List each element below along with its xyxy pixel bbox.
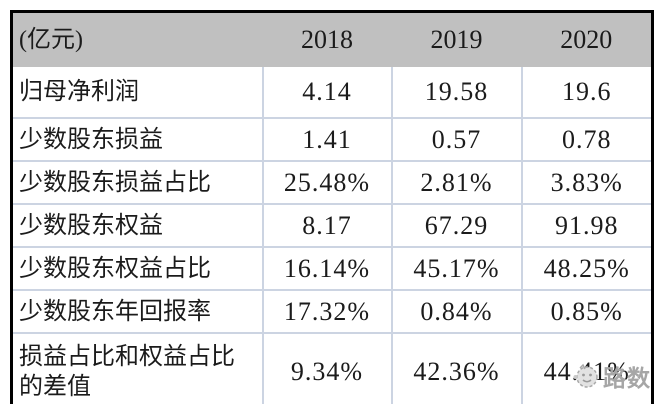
- value-cell: 3.83%: [520, 160, 653, 204]
- value-cell: 0.78: [520, 117, 653, 161]
- value-cell: 1.41: [261, 117, 392, 161]
- unit-header-cell: (亿元): [11, 11, 263, 67]
- value-cell: 91.98: [520, 203, 653, 247]
- table-row: 少数股东年回报率 17.32% 0.84% 0.85%: [11, 289, 653, 333]
- value-cell: 19.6: [520, 67, 653, 118]
- year-header-2020: 2020: [521, 11, 653, 67]
- value-cell: 0.84%: [390, 289, 522, 333]
- value-cell: 4.14: [261, 67, 392, 118]
- value-cell: 19.58: [390, 67, 522, 118]
- year-header-2018: 2018: [262, 11, 392, 67]
- mascot-face-icon: [573, 363, 598, 388]
- row-label: 少数股东权益: [11, 203, 263, 247]
- table-row: 少数股东损益 1.41 0.57 0.78: [11, 117, 653, 161]
- row-label: 少数股东年回报率: [11, 289, 263, 333]
- table-row: 归母净利润 4.14 19.58 19.6: [12, 67, 653, 118]
- value-cell: 9.34%: [261, 332, 392, 404]
- value-cell: 17.32%: [261, 289, 392, 333]
- value-cell: 48.25%: [520, 246, 653, 290]
- value-cell: 8.17: [261, 203, 392, 247]
- value-cell: 67.29: [390, 203, 522, 247]
- value-cell: 45.17%: [390, 246, 522, 290]
- watermark: 路数: [572, 359, 651, 393]
- row-label: 少数股东权益占比: [11, 246, 263, 290]
- value-cell: 0.85%: [520, 289, 653, 333]
- row-label: 少数股东损益: [11, 117, 263, 161]
- row-label: 归母净利润: [19, 79, 139, 105]
- value-cell: 0.57: [390, 117, 522, 161]
- row-label: 少数股东损益占比: [11, 160, 263, 204]
- watermark-text: 路数: [603, 366, 651, 391]
- value-cell: 16.14%: [261, 246, 392, 290]
- header-row: (亿元) 2018 2019 2020: [11, 11, 653, 67]
- table-row: 少数股东权益占比 16.14% 45.17% 48.25%: [11, 246, 653, 290]
- value-cell: 42.36%: [390, 332, 522, 404]
- minority-interest-table: (亿元) 2018 2019 2020 归母净利润 4.14 19.58 19.…: [10, 10, 654, 404]
- row-label: 损益占比和权益占比的差值: [11, 332, 263, 404]
- year-header-2019: 2019: [391, 11, 522, 67]
- table-row: 少数股东损益占比 25.48% 2.81% 3.83%: [11, 160, 653, 204]
- value-cell: 25.48%: [261, 160, 392, 204]
- table-row: 少数股东权益 8.17 67.29 91.98: [11, 203, 653, 247]
- value-cell: 2.81%: [390, 160, 522, 204]
- table-row: 损益占比和权益占比的差值 9.34% 42.36% 44.41%: [11, 332, 653, 404]
